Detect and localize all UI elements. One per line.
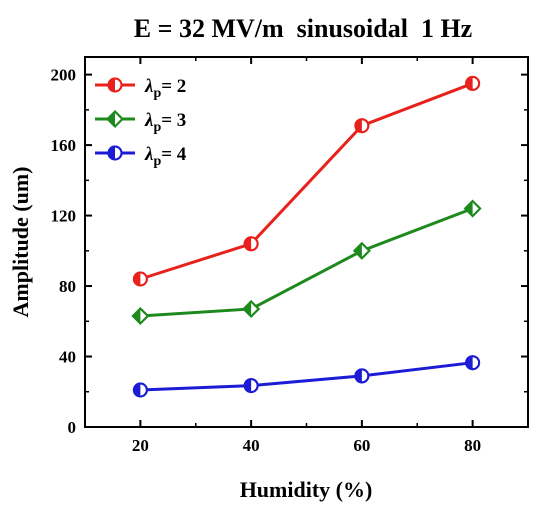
y-axis-title: Amplitude (um)	[8, 167, 33, 318]
y-tick-label: 0	[68, 418, 77, 437]
data-point	[465, 355, 481, 371]
x-axis-title: Humidity (%)	[240, 477, 373, 502]
y-tick-label: 120	[51, 207, 77, 226]
legend-item: λp= 4	[95, 144, 187, 169]
series-3	[132, 355, 481, 398]
legend-subscript: p	[153, 154, 161, 169]
legend-value: = 3	[161, 110, 186, 131]
legend-symbol: λ	[144, 110, 153, 131]
legend-label: λp= 4	[144, 144, 187, 169]
legend-item: λp= 3	[95, 110, 186, 135]
series-2	[131, 199, 482, 325]
legend-marker	[107, 77, 123, 93]
chart-title: E = 32 MV/m sinusoidal 1 Hz	[134, 14, 472, 43]
x-axis: 20 40 60 80	[132, 57, 481, 455]
y-tick-label: 80	[59, 277, 76, 296]
legend-marker	[106, 110, 124, 128]
data-point	[243, 378, 259, 394]
x-tick-label: 60	[353, 436, 370, 455]
legend: λp= 2λp= 3λp= 4	[95, 76, 187, 169]
series-line	[140, 207, 474, 318]
series-1	[132, 75, 481, 287]
data-point	[465, 75, 481, 91]
y-tick-label: 160	[51, 136, 77, 155]
legend-symbol: λ	[144, 76, 153, 97]
data-point	[132, 271, 148, 287]
data-point	[354, 118, 370, 134]
x-tick-label: 80	[464, 436, 481, 455]
series-line	[139, 82, 474, 281]
series-line	[140, 361, 473, 392]
data-point	[463, 199, 482, 218]
data-point	[352, 241, 371, 260]
x-tick-label: 20	[132, 436, 149, 455]
data-point	[131, 307, 150, 325]
legend-item: λp= 2	[95, 76, 186, 101]
data-point	[354, 368, 370, 384]
legend-subscript: p	[153, 120, 161, 135]
legend-symbol: λ	[144, 144, 153, 165]
legend-label: λp= 3	[144, 110, 186, 135]
y-axis: 0 40 80 120 160 200	[51, 66, 528, 437]
series-layer	[131, 75, 482, 398]
y-tick-label: 40	[59, 348, 76, 367]
legend-value: = 2	[161, 76, 186, 97]
legend-label: λp= 2	[144, 76, 186, 101]
legend-marker	[107, 145, 123, 161]
y-tick-label: 200	[51, 66, 77, 85]
data-point	[132, 382, 148, 398]
legend-subscript: p	[153, 86, 161, 101]
data-point	[242, 300, 261, 318]
data-point	[243, 236, 259, 252]
x-tick-label: 40	[243, 436, 260, 455]
legend-value: = 4	[161, 144, 187, 165]
